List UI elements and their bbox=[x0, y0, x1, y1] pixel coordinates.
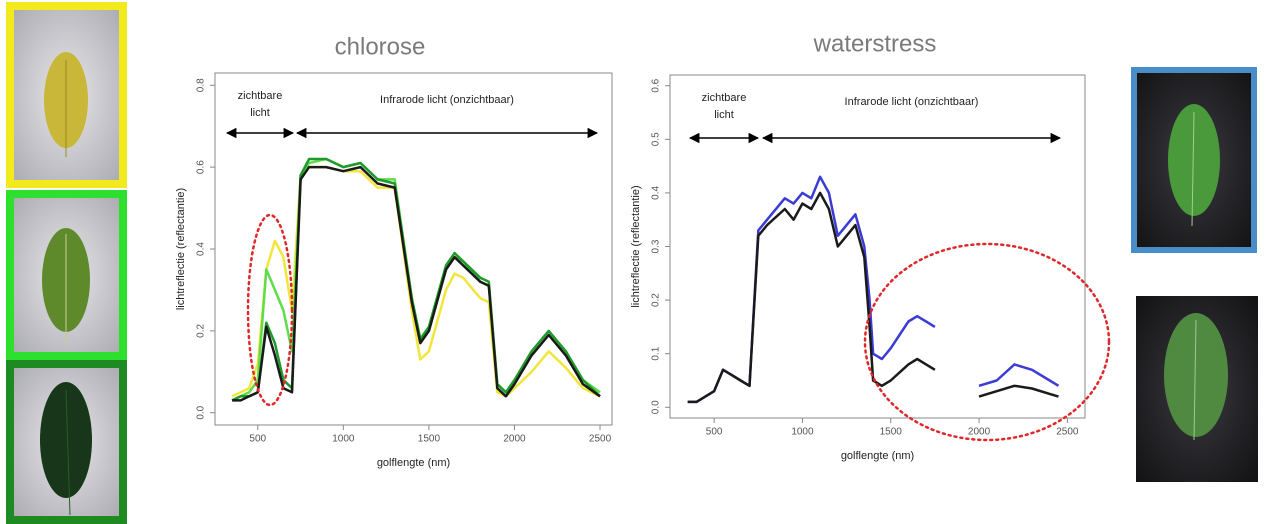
highlight-ellipse bbox=[246, 213, 294, 407]
y-tick-label: 0.4 bbox=[196, 242, 207, 256]
annotation: Infrarode licht (onzichtbaar) bbox=[380, 94, 514, 106]
y-axis-label: lichtreflectie (reflectantie) bbox=[630, 185, 642, 307]
x-tick-label: 1000 bbox=[791, 427, 814, 438]
x-tick-label: 1000 bbox=[332, 434, 355, 445]
x-tick-label: 2000 bbox=[503, 434, 526, 445]
annotation: zichtbare bbox=[702, 92, 747, 104]
plot-frame bbox=[214, 72, 613, 426]
leaf-photo bbox=[1136, 296, 1258, 482]
y-tick-label: 0.0 bbox=[651, 400, 662, 414]
x-axis-label: golflengte (nm) bbox=[841, 450, 914, 462]
y-tick-label: 0.0 bbox=[196, 405, 207, 419]
x-axis-label: golflengte (nm) bbox=[377, 457, 450, 469]
leaf-photo bbox=[6, 190, 127, 360]
x-tick-label: 500 bbox=[249, 434, 266, 445]
spectrum-line bbox=[232, 165, 601, 402]
x-tick-label: 2500 bbox=[589, 434, 612, 445]
x-tick-label: 1500 bbox=[880, 427, 903, 438]
annotation: Infrarode licht (onzichtbaar) bbox=[845, 96, 979, 108]
x-tick-label: 1500 bbox=[418, 434, 441, 445]
y-tick-label: 0.4 bbox=[651, 186, 662, 200]
chart-title: chlorose bbox=[335, 33, 426, 60]
y-tick-label: 0.1 bbox=[651, 346, 662, 360]
y-tick-label: 0.6 bbox=[651, 78, 662, 92]
y-tick-label: 0.6 bbox=[196, 160, 207, 174]
x-tick-label: 2500 bbox=[1056, 427, 1079, 438]
y-tick-label: 0.2 bbox=[651, 293, 662, 307]
annotation: licht bbox=[250, 107, 270, 119]
y-tick-label: 0.2 bbox=[196, 323, 207, 337]
y-axis-label: lichtreflectie (reflectantie) bbox=[175, 188, 187, 310]
leaf-photo bbox=[6, 360, 127, 524]
y-tick-label: 0.8 bbox=[196, 78, 207, 92]
y-tick-label: 0.5 bbox=[651, 132, 662, 146]
annotation: zichtbare bbox=[238, 90, 283, 102]
leaf-photo bbox=[1131, 67, 1257, 253]
leaf-photo bbox=[6, 2, 127, 188]
chart-title: waterstress bbox=[813, 30, 937, 57]
annotation: licht bbox=[714, 109, 734, 121]
spectrum-line bbox=[687, 191, 1059, 404]
y-tick-label: 0.3 bbox=[651, 239, 662, 253]
spectrum-line bbox=[231, 165, 601, 398]
x-tick-label: 2000 bbox=[968, 427, 991, 438]
highlight-ellipse bbox=[863, 242, 1111, 442]
x-tick-label: 500 bbox=[706, 427, 723, 438]
